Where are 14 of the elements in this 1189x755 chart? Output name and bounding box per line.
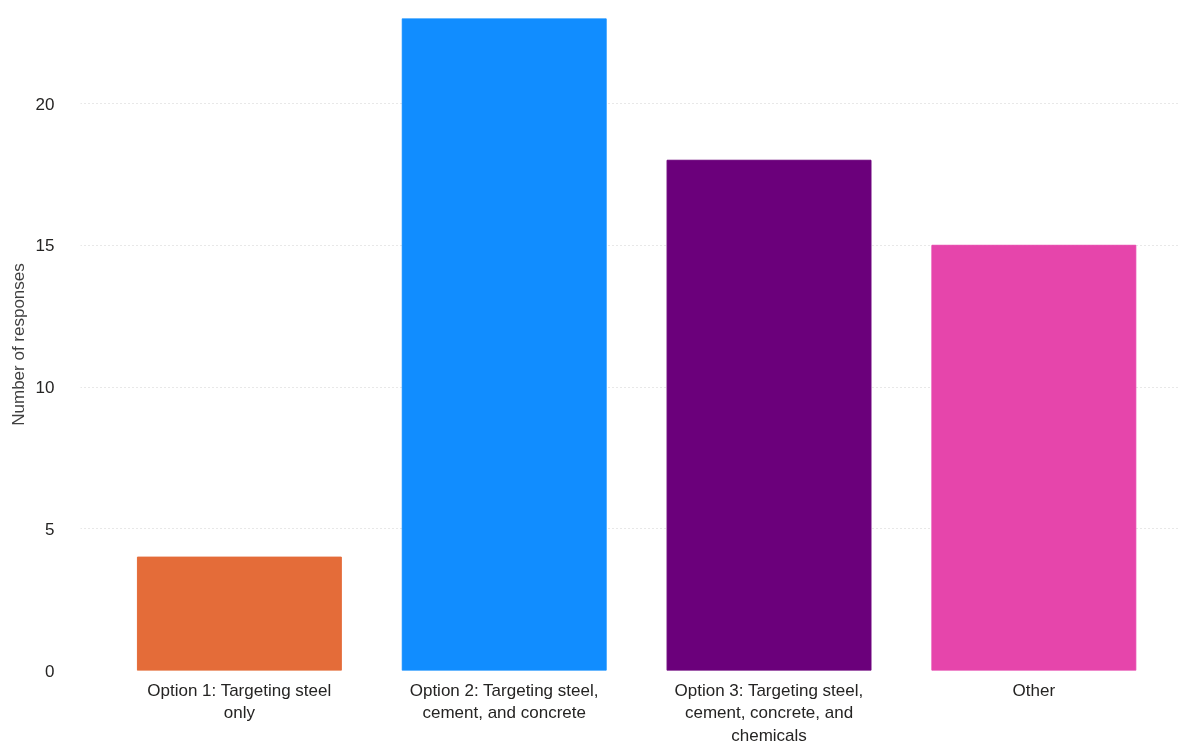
x-tick-label: Option 3: Targeting steel, cement, concrete, and chemicals xyxy=(674,680,864,746)
x-tick-label: Option 1: Targeting steel only xyxy=(147,680,332,723)
x-tick-label: Option 2: Targeting steel, cement, and concrete xyxy=(409,680,599,723)
y-tick-label: 10 xyxy=(35,378,55,398)
bar xyxy=(666,159,872,671)
y-axis-title: Number of responses xyxy=(8,263,28,426)
y-tick-label: 15 xyxy=(35,236,55,256)
x-tick-label: Other xyxy=(1012,680,1056,700)
y-tick-label: 5 xyxy=(45,519,55,539)
bar xyxy=(401,18,607,671)
y-tick-label: 0 xyxy=(45,661,55,681)
bar xyxy=(136,556,342,671)
bar xyxy=(931,244,1137,671)
y-tick-label: 20 xyxy=(35,94,55,114)
